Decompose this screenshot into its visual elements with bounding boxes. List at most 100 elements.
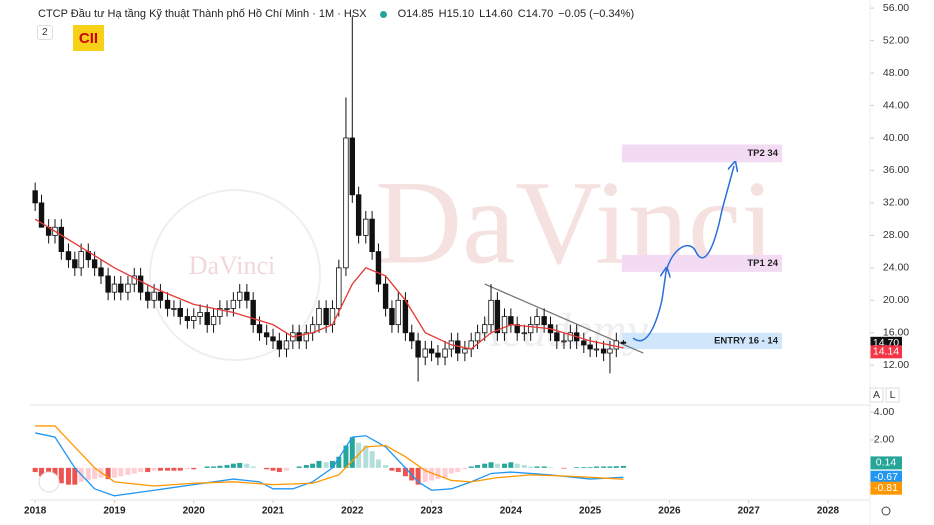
ohlc-high: H15.10 xyxy=(438,8,475,20)
candle-body xyxy=(395,299,401,326)
candle-body xyxy=(587,344,593,350)
candle-body xyxy=(462,348,468,354)
macd-histogram-bar xyxy=(607,466,613,468)
logo-text: DaVinci xyxy=(189,251,276,280)
header: CTCP Đầu tư Hạ tầng Kỹ thuật Thành phố H… xyxy=(38,8,634,20)
signal-label: -0.81 xyxy=(874,482,898,494)
logo-circle xyxy=(149,189,321,361)
y-tick-label: 32.00 xyxy=(883,197,909,209)
candle-body xyxy=(263,332,270,338)
macd-histogram-bar xyxy=(118,467,124,477)
candle-body xyxy=(32,190,38,204)
candle-body xyxy=(422,348,428,358)
settings-icon[interactable] xyxy=(881,506,891,516)
macd-histogram-bar xyxy=(303,465,309,468)
macd-histogram-bar xyxy=(574,467,580,468)
candle-body xyxy=(72,259,78,269)
candle-body xyxy=(38,202,45,228)
target-zone xyxy=(621,332,782,349)
x-tick-label: 2020 xyxy=(183,506,206,517)
zone-label: TP2 34 xyxy=(747,148,778,159)
macd-histogram-bar xyxy=(336,456,342,468)
auto-button[interactable] xyxy=(869,387,884,403)
macd-histogram-bar xyxy=(177,467,183,471)
projection-arrow xyxy=(665,166,734,273)
macd-y-tick-label: 4.00 xyxy=(874,406,895,418)
macd-histogram-bar xyxy=(65,467,71,485)
macd-histogram-bar xyxy=(191,467,197,470)
auto-button-label[interactable]: A xyxy=(873,389,880,401)
macd-histogram-bar xyxy=(270,467,276,471)
candle-body xyxy=(204,312,210,326)
macd-histogram-bar xyxy=(581,467,587,468)
macd-histogram-bar xyxy=(601,466,607,468)
candle-body xyxy=(527,324,534,334)
macd-histogram-bar xyxy=(165,467,171,471)
signal-label-bg xyxy=(870,481,902,495)
ohlc-change: −0.05 (−0.34%) xyxy=(558,8,635,20)
candle-body xyxy=(620,341,627,344)
candle-body xyxy=(283,340,290,350)
macd-histogram-bar xyxy=(383,465,389,468)
macd-histogram-bar xyxy=(157,467,163,471)
macd-histogram-bar xyxy=(395,467,401,473)
candle-body xyxy=(177,308,183,317)
projection-arrow xyxy=(632,272,666,342)
y-tick-label: 28.00 xyxy=(883,229,909,241)
ohlc-close: C14.70 xyxy=(517,8,554,20)
macd-histogram-bar xyxy=(620,465,626,468)
candle-body xyxy=(488,299,494,326)
candle-body xyxy=(78,251,84,269)
candle-body xyxy=(164,299,171,309)
macd-histogram-bar xyxy=(541,466,547,468)
target-zone xyxy=(621,144,782,163)
candle-body xyxy=(349,137,355,196)
macd-label-bg xyxy=(870,470,902,484)
symbol-name: CTCP Đầu tư Hạ tầng Kỹ thuật Thành phố H… xyxy=(38,8,367,20)
plot: 12.0016.0020.0024.0028.0032.0036.0040.00… xyxy=(24,2,909,517)
candle-body xyxy=(118,283,124,293)
x-tick-label: 2025 xyxy=(579,506,602,517)
x-tick-label: 2023 xyxy=(420,506,443,517)
candle-body xyxy=(501,316,508,334)
macd-histogram-bar xyxy=(125,467,131,475)
macd-histogram-bar xyxy=(435,467,441,480)
macd-histogram-bar xyxy=(442,467,448,478)
macd-histogram-bar xyxy=(561,467,567,469)
macd-histogram-bar xyxy=(145,467,151,473)
x-tick-label: 2018 xyxy=(24,506,47,517)
candle-body xyxy=(567,332,574,342)
histogram-label: 0.14 xyxy=(876,457,897,469)
candle-body xyxy=(296,332,302,342)
log-button-label[interactable]: L xyxy=(890,389,896,401)
macd-histogram-bar xyxy=(217,465,223,468)
indicator-toggle[interactable]: 2 xyxy=(37,25,53,40)
y-tick-label: 44.00 xyxy=(883,99,909,111)
candle-body xyxy=(191,316,197,321)
macd-histogram-bar xyxy=(422,467,428,482)
log-button[interactable] xyxy=(885,387,900,403)
candle-body xyxy=(607,348,613,354)
macd-histogram-bar xyxy=(316,460,322,468)
candle-body xyxy=(474,332,481,342)
macd-histogram-bar xyxy=(92,467,98,480)
candle-body xyxy=(224,308,230,310)
macd-histogram-bar xyxy=(151,467,157,471)
x-tick-label: 2022 xyxy=(341,506,364,517)
candle-body xyxy=(382,283,389,309)
candle-body xyxy=(581,340,587,346)
candle-body xyxy=(111,283,118,293)
ma-label-bg xyxy=(870,345,902,359)
candle-body xyxy=(355,194,362,236)
macd-histogram-bar xyxy=(514,463,520,468)
zone-label: ENTRY 16 - 14 xyxy=(714,335,779,346)
candle-body xyxy=(428,348,435,354)
macd-histogram-bar xyxy=(389,467,395,471)
moving-average xyxy=(34,218,624,350)
candle-body xyxy=(256,324,263,334)
y-tick-label: 56.00 xyxy=(883,2,909,14)
histogram-label-bg xyxy=(870,456,902,470)
macd-histogram-bar xyxy=(111,467,117,478)
macd-histogram-bar xyxy=(547,467,553,468)
x-tick-label: 2026 xyxy=(658,506,681,517)
